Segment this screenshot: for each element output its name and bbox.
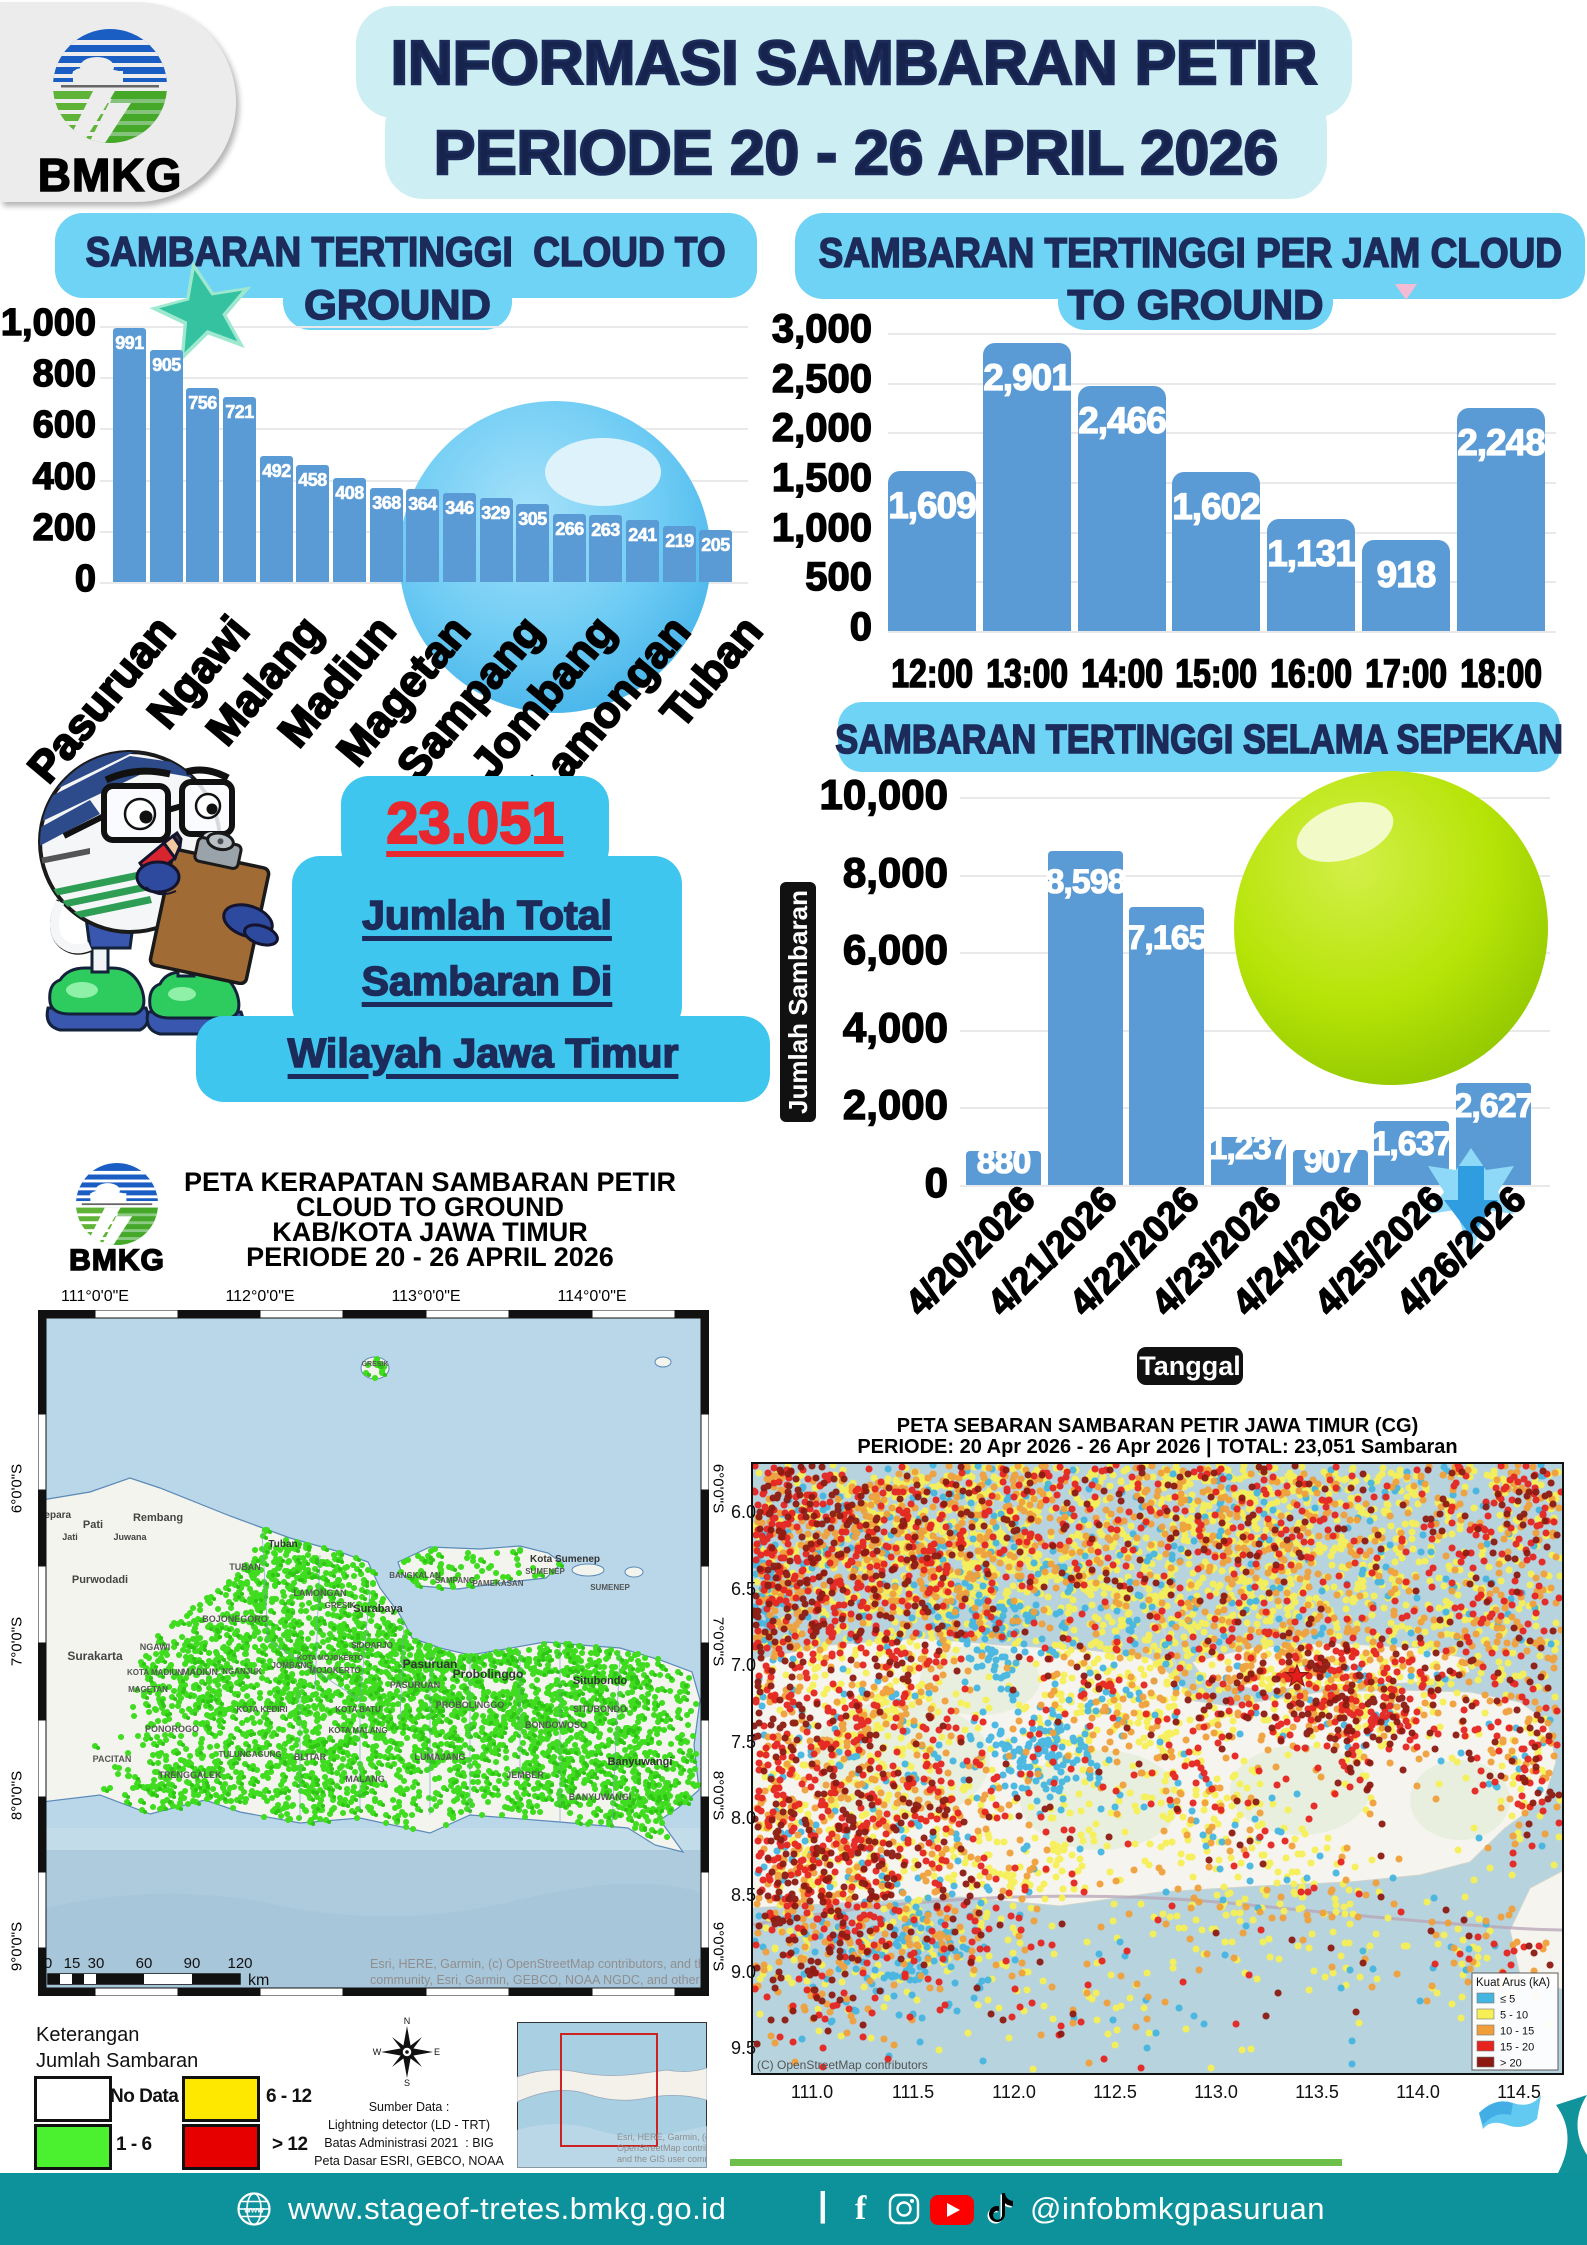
svg-text:SITUBONDO: SITUBONDO: [573, 1704, 627, 1714]
svg-text:5 - 10: 5 - 10: [1500, 2010, 1528, 2022]
svg-text:km: km: [248, 1972, 269, 1989]
svg-text:KOTA BATU: KOTA BATU: [335, 1705, 381, 1714]
svg-text:120: 120: [227, 1955, 252, 1972]
svg-text:0: 0: [44, 1955, 52, 1972]
svg-text:TUBAN: TUBAN: [229, 1562, 261, 1572]
svg-text:BANGKALAN: BANGKALAN: [389, 1571, 441, 1580]
svg-text:Esri, HERE, Garmin, (c) OpenSt: Esri, HERE, Garmin, (c) OpenStreetMap co…: [370, 1957, 709, 1971]
svg-text:E: E: [434, 2047, 440, 2057]
svg-text:MAGETAN: MAGETAN: [128, 1685, 168, 1694]
svg-text:BLITAR: BLITAR: [294, 1752, 327, 1762]
svg-text:BOJONEGORO: BOJONEGORO: [202, 1614, 268, 1624]
svg-text:KOTA MADIUN: KOTA MADIUN: [127, 1668, 183, 1677]
svg-text:10 - 15: 10 - 15: [1500, 2026, 1534, 2038]
svg-text:N: N: [404, 2016, 411, 2026]
svg-text:SUMENEP: SUMENEP: [525, 1567, 565, 1576]
svg-text:Situbondo: Situbondo: [573, 1675, 628, 1687]
svg-text:15: 15: [64, 1955, 81, 1972]
svg-text:Pati: Pati: [83, 1519, 103, 1531]
svg-text:GRESIK: GRESIK: [362, 1361, 389, 1368]
svg-text:> 20: > 20: [1500, 2058, 1522, 2070]
svg-text:NGAWI: NGAWI: [140, 1642, 171, 1652]
svg-text:OpenStreetMap contributors,: OpenStreetMap contributors,: [617, 2143, 707, 2153]
svg-text:Kota Sumenep: Kota Sumenep: [530, 1554, 600, 1565]
svg-text:BANYUWANGI: BANYUWANGI: [569, 1792, 632, 1802]
svg-text:TULUNGAGUNG: TULUNGAGUNG: [218, 1750, 281, 1759]
svg-text:60: 60: [136, 1955, 153, 1972]
svg-text:KOTA MALANG: KOTA MALANG: [328, 1726, 387, 1735]
svg-text:KOTA MOJOKERTO: KOTA MOJOKERTO: [297, 1655, 364, 1662]
svg-text:community, Esri, Garmin, GEBCO: community, Esri, Garmin, GEBCO, NOAA NGD…: [370, 1973, 709, 1987]
svg-text:Pasuruan: Pasuruan: [403, 1657, 458, 1671]
svg-text:PASURUAN: PASURUAN: [390, 1680, 440, 1690]
svg-text:JOMBANG: JOMBANG: [272, 1661, 313, 1670]
svg-text:SIDOARJO: SIDOARJO: [351, 1641, 393, 1650]
svg-text:W: W: [373, 2047, 382, 2057]
svg-text:MADIUN: MADIUN: [182, 1667, 218, 1677]
svg-text:S: S: [404, 2078, 410, 2088]
svg-text:JEMBER: JEMBER: [506, 1770, 544, 1780]
svg-text:www: www: [243, 2205, 264, 2215]
svg-text:Purwodadi: Purwodadi: [72, 1574, 128, 1586]
svg-text:MALANG: MALANG: [345, 1774, 385, 1784]
svg-text:SAMPANG: SAMPANG: [435, 1576, 475, 1585]
svg-text:(C) OpenStreetMap contributors: (C) OpenStreetMap contributors: [757, 2058, 928, 2072]
svg-text:Jati: Jati: [62, 1532, 78, 1542]
svg-text:15 - 20: 15 - 20: [1500, 2042, 1534, 2054]
svg-text:Kuat Arus (kA): Kuat Arus (kA): [1476, 1977, 1550, 1989]
svg-text:LAMONGAN: LAMONGAN: [294, 1588, 347, 1598]
svg-text:SUMENEP: SUMENEP: [590, 1583, 630, 1592]
svg-text:NGANJUK: NGANJUK: [222, 1667, 262, 1676]
svg-text:and the GIS user community: and the GIS user community: [617, 2154, 707, 2164]
svg-text:BONDOWOSO: BONDOWOSO: [525, 1720, 587, 1730]
svg-text:Surakarta: Surakarta: [67, 1649, 123, 1663]
svg-text:Surabaya: Surabaya: [353, 1603, 403, 1615]
svg-text:Banyuwangi: Banyuwangi: [608, 1756, 673, 1768]
svg-text:≤ 5: ≤ 5: [1500, 1994, 1515, 2006]
svg-text:Tuban: Tuban: [268, 1539, 297, 1550]
svg-text:30: 30: [88, 1955, 105, 1972]
svg-text:TRENGGALEK: TRENGGALEK: [159, 1770, 223, 1780]
svg-text:GRESIK: GRESIK: [325, 1601, 356, 1610]
svg-text:PONOROGO: PONOROGO: [145, 1724, 199, 1734]
svg-text:90: 90: [184, 1955, 201, 1972]
svg-text:Esri, HERE, Garmin, (c): Esri, HERE, Garmin, (c): [617, 2132, 707, 2142]
svg-text:PROBOLINGGO: PROBOLINGGO: [436, 1700, 505, 1710]
svg-text:Rembang: Rembang: [133, 1512, 183, 1524]
svg-text:MOJOKERTO: MOJOKERTO: [309, 1666, 360, 1675]
svg-text:KOTA KEDIRI: KOTA KEDIRI: [236, 1705, 287, 1714]
svg-text:Jepara: Jepara: [39, 1510, 72, 1521]
svg-text:Probolinggo: Probolinggo: [453, 1667, 524, 1681]
svg-text:PACITAN: PACITAN: [93, 1754, 132, 1764]
svg-text:PAMEKASAN: PAMEKASAN: [473, 1579, 524, 1588]
svg-text:LUMAJANG: LUMAJANG: [415, 1752, 466, 1762]
svg-text:Juwana: Juwana: [113, 1532, 147, 1542]
